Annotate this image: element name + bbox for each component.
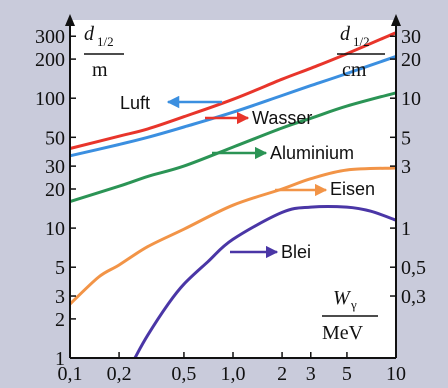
right-tick-label: 0,5 <box>401 257 426 279</box>
left-axis-sub: 1/2 <box>97 34 114 49</box>
right-axis-arrow <box>391 14 401 26</box>
x-tick-label: 0,5 <box>171 363 196 385</box>
x-axis-unit-text: MeV <box>322 322 364 344</box>
series-line-eisen <box>68 166 397 306</box>
series-label-wasser: Wasser <box>252 108 312 128</box>
right-tick-label: 30 <box>401 26 421 48</box>
series-line-wasser <box>69 31 397 150</box>
left-axis-unit-text: m <box>92 59 108 81</box>
left-tick-label: 200 <box>35 49 65 71</box>
series-layer <box>68 31 397 359</box>
x-axis-var: W <box>333 287 352 309</box>
left-axis-unit: d 1/2 m <box>84 23 124 81</box>
left-tick-label: 300 <box>35 26 65 48</box>
series-label-blei: Blei <box>281 242 311 262</box>
left-tick-label: 2 <box>55 309 65 331</box>
left-tick-label: 100 <box>35 88 65 110</box>
right-axis-unit: d 1/2 cm <box>337 23 385 81</box>
left-tick-label: 20 <box>45 179 65 201</box>
left-tick-label: 30 <box>45 156 65 178</box>
right-tick-label: 5 <box>401 127 411 149</box>
right-tick-label: 3 <box>401 156 411 178</box>
series-label-luft: Luft <box>120 93 150 113</box>
right-tick-label: 10 <box>401 88 421 110</box>
left-tick-label: 10 <box>45 218 65 240</box>
right-axis-sub: 1/2 <box>353 34 370 49</box>
x-tick-label: 1,0 <box>221 363 246 385</box>
left-tick-label: 5 <box>55 257 65 279</box>
right-tick-label: 0,3 <box>401 286 426 308</box>
series-line-blei <box>133 205 397 359</box>
right-axis-unit-text: cm <box>342 59 367 81</box>
right-axis-var: d <box>340 23 351 45</box>
x-axis-unit: W γ MeV <box>322 287 378 344</box>
right-tick-label: 1 <box>401 218 411 240</box>
series-label-eisen: Eisen <box>330 179 375 199</box>
left-axis-arrow <box>65 14 75 26</box>
left-tick-label: 50 <box>45 127 65 149</box>
x-tick-label: 10 <box>386 363 406 385</box>
label-arrow-layer: Luft Wasser Aluminium Eisen Blei <box>120 93 375 262</box>
x-tick-label: 0,2 <box>107 363 132 385</box>
x-tick-label: 2 <box>277 363 287 385</box>
x-tick-label: 3 <box>306 363 316 385</box>
left-tick-label: 1 <box>55 348 65 370</box>
right-tick-label: 20 <box>401 49 421 71</box>
series-line-aluminium <box>69 91 397 204</box>
x-tick-label: 5 <box>342 363 352 385</box>
left-tick-label: 3 <box>55 286 65 308</box>
x-tick-label: 0,1 <box>58 363 83 385</box>
series-line-luft <box>69 54 397 158</box>
left-axis-var: d <box>84 23 95 45</box>
series-label-aluminium: Aluminium <box>270 143 354 163</box>
x-axis-sub: γ <box>350 297 357 312</box>
